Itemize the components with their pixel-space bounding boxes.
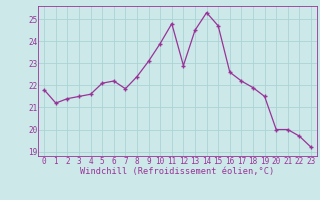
X-axis label: Windchill (Refroidissement éolien,°C): Windchill (Refroidissement éolien,°C) [80, 167, 275, 176]
